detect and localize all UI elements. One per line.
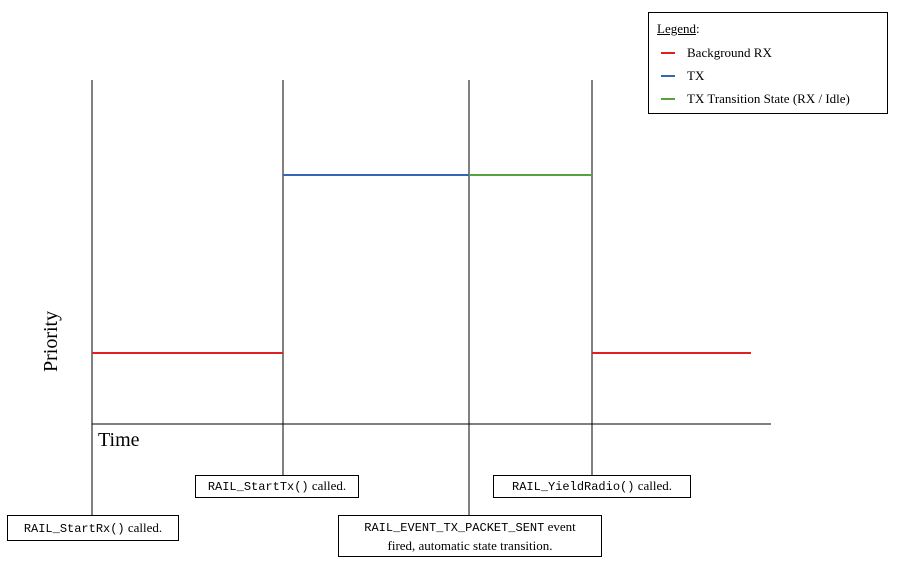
callout-start-tx: RAIL_StartTx() called. (195, 475, 359, 498)
legend-label: TX (687, 68, 705, 83)
time-axis-label: Time (98, 429, 140, 451)
legend-title: Legend: (657, 21, 700, 36)
callout-start-rx: RAIL_StartRx() called. (7, 515, 179, 541)
legend-item-transition: TX Transition State (RX / Idle) (661, 91, 850, 107)
legend-label: TX Transition State (RX / Idle) (687, 91, 850, 106)
legend-item-background-rx: Background RX (661, 45, 772, 61)
legend-item-tx: TX (661, 68, 704, 84)
legend-swatch-blue (661, 75, 675, 77)
legend-label: Background RX (687, 45, 772, 60)
priority-axis-label: Priority (40, 310, 62, 372)
legend-swatch-red (661, 52, 675, 54)
callout-yield-radio: RAIL_YieldRadio() called. (493, 475, 691, 498)
legend-box: Legend: Background RX TX TX Transition S… (648, 12, 888, 114)
legend-swatch-green (661, 98, 675, 100)
callout-packet-sent: RAIL_EVENT_TX_PACKET_SENT event fired, a… (338, 515, 602, 557)
